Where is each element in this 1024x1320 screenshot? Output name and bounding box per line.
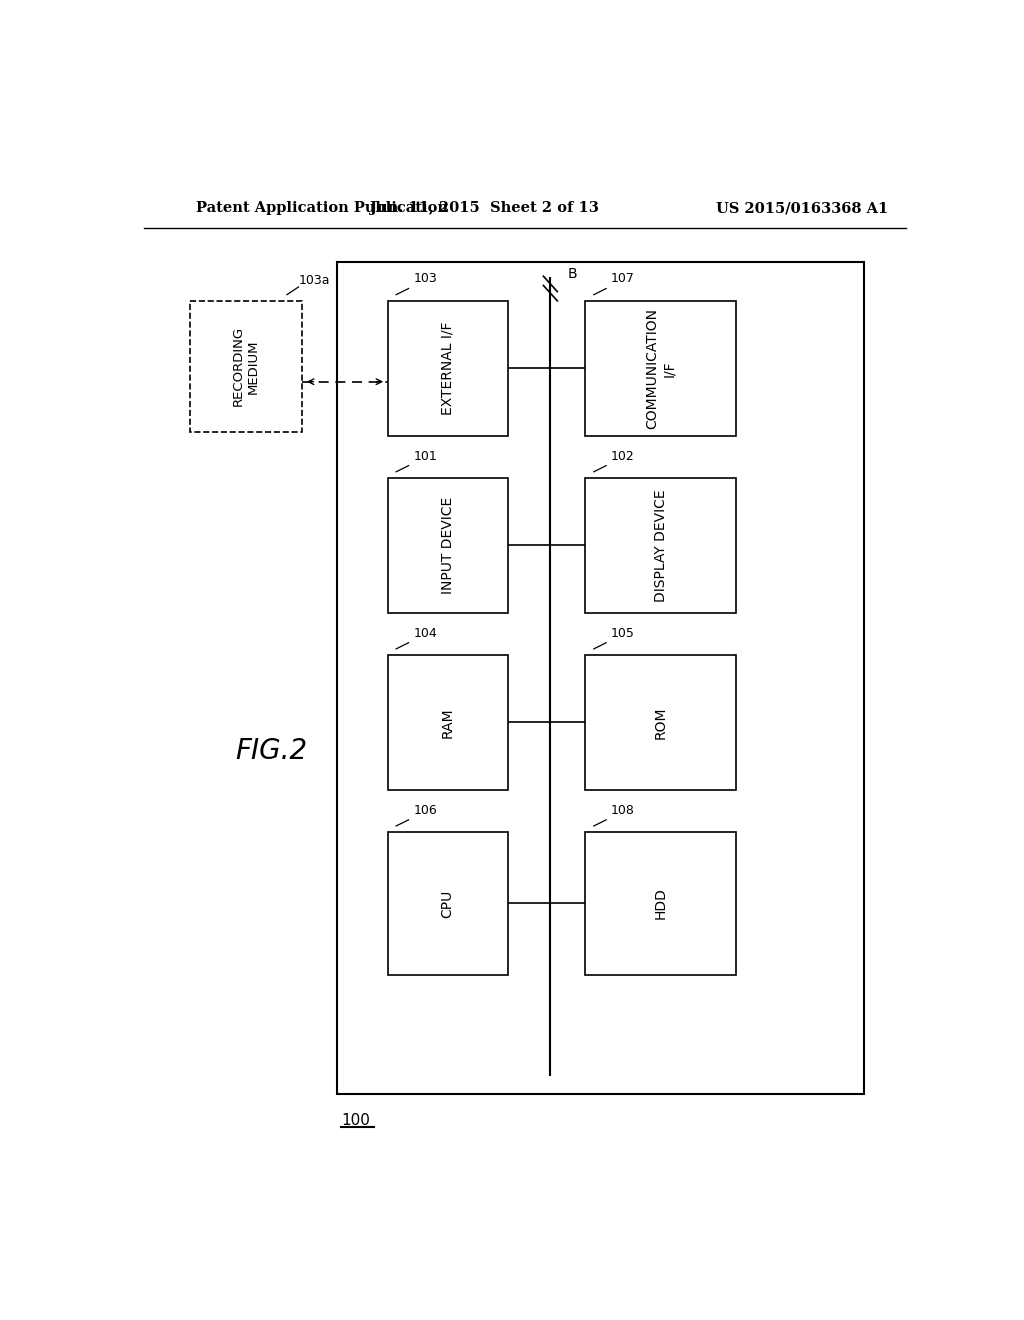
Text: INPUT DEVICE: INPUT DEVICE [440, 496, 455, 594]
Text: Patent Application Publication: Patent Application Publication [197, 202, 449, 215]
Text: HDD: HDD [653, 887, 668, 919]
Text: RECORDING
MEDIUM: RECORDING MEDIUM [232, 326, 260, 407]
Bar [337, 263, 864, 1094]
Text: DISPLAY DEVICE: DISPLAY DEVICE [653, 488, 668, 602]
Text: 103: 103 [414, 272, 437, 285]
Text: 100: 100 [341, 1113, 370, 1129]
Text: COMMUNICATION
I/F: COMMUNICATION I/F [646, 308, 676, 429]
Bar [586, 655, 736, 789]
Text: 101: 101 [414, 450, 437, 462]
Bar [388, 478, 508, 612]
Text: FIG.2: FIG.2 [236, 738, 307, 766]
Bar [388, 301, 508, 436]
Text: CPU: CPU [440, 890, 455, 917]
Bar [586, 301, 736, 436]
Bar [586, 832, 736, 974]
Text: 106: 106 [414, 804, 437, 817]
Text: 104: 104 [414, 627, 437, 640]
Text: EXTERNAL I/F: EXTERNAL I/F [440, 322, 455, 414]
Bar [388, 832, 508, 974]
Text: Jun. 11, 2015  Sheet 2 of 13: Jun. 11, 2015 Sheet 2 of 13 [370, 202, 599, 215]
Text: B: B [567, 267, 578, 281]
Text: US 2015/0163368 A1: US 2015/0163368 A1 [716, 202, 889, 215]
Text: RAM: RAM [440, 708, 455, 738]
Text: ROM: ROM [653, 706, 668, 739]
Text: 107: 107 [611, 272, 635, 285]
Text: 102: 102 [611, 450, 635, 462]
Bar [388, 655, 508, 789]
Text: 103a: 103a [299, 275, 330, 286]
Bar [586, 478, 736, 612]
Text: 105: 105 [611, 627, 635, 640]
Bar [190, 301, 302, 432]
Text: 108: 108 [611, 804, 635, 817]
